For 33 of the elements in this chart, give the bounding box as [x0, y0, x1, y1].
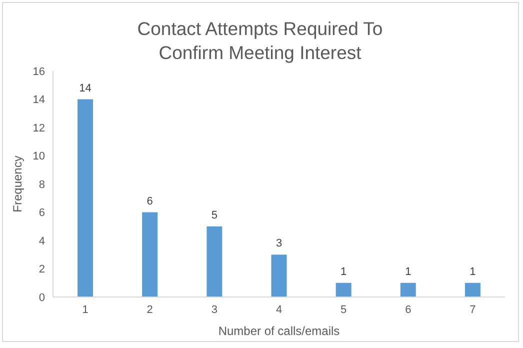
y-tick-label: 0 — [38, 292, 45, 304]
bar — [142, 212, 158, 297]
x-tick-label: 6 — [405, 304, 412, 316]
y-tick-label: 8 — [38, 178, 45, 191]
y-tick-label: 14 — [32, 94, 45, 106]
data-label: 1 — [340, 266, 347, 278]
data-label: 6 — [146, 195, 153, 208]
data-label: 3 — [276, 238, 282, 250]
x-tick-label: 5 — [340, 304, 347, 316]
x-tick-label: 4 — [276, 304, 282, 316]
bar — [271, 254, 287, 297]
data-label: 5 — [211, 209, 218, 222]
y-tick-label: 10 — [32, 150, 45, 163]
chart-title: Contact Attempts Required To Confirm Meeting Interest — [136, 17, 384, 65]
x-tick-label: 7 — [470, 304, 476, 316]
bar — [78, 99, 94, 297]
bar — [464, 282, 480, 297]
y-tick-label: 2 — [38, 264, 45, 276]
x-axis-title: Number of calls/emails — [218, 324, 340, 338]
bar — [400, 282, 416, 297]
data-label: 1 — [470, 266, 476, 278]
y-tick-label: 16 — [32, 66, 45, 78]
bar — [336, 282, 352, 297]
y-axis-title: Frequency — [10, 156, 24, 212]
y-tick-label: 4 — [38, 235, 45, 248]
x-tick-label: 2 — [146, 304, 153, 316]
x-tick-label: 3 — [211, 304, 218, 316]
data-label: 1 — [405, 266, 412, 278]
bar — [206, 226, 222, 297]
x-tick-label: 1 — [82, 304, 88, 316]
data-label: 14 — [79, 82, 92, 94]
y-tick-label: 12 — [32, 122, 45, 134]
y-tick-label: 6 — [38, 207, 45, 220]
